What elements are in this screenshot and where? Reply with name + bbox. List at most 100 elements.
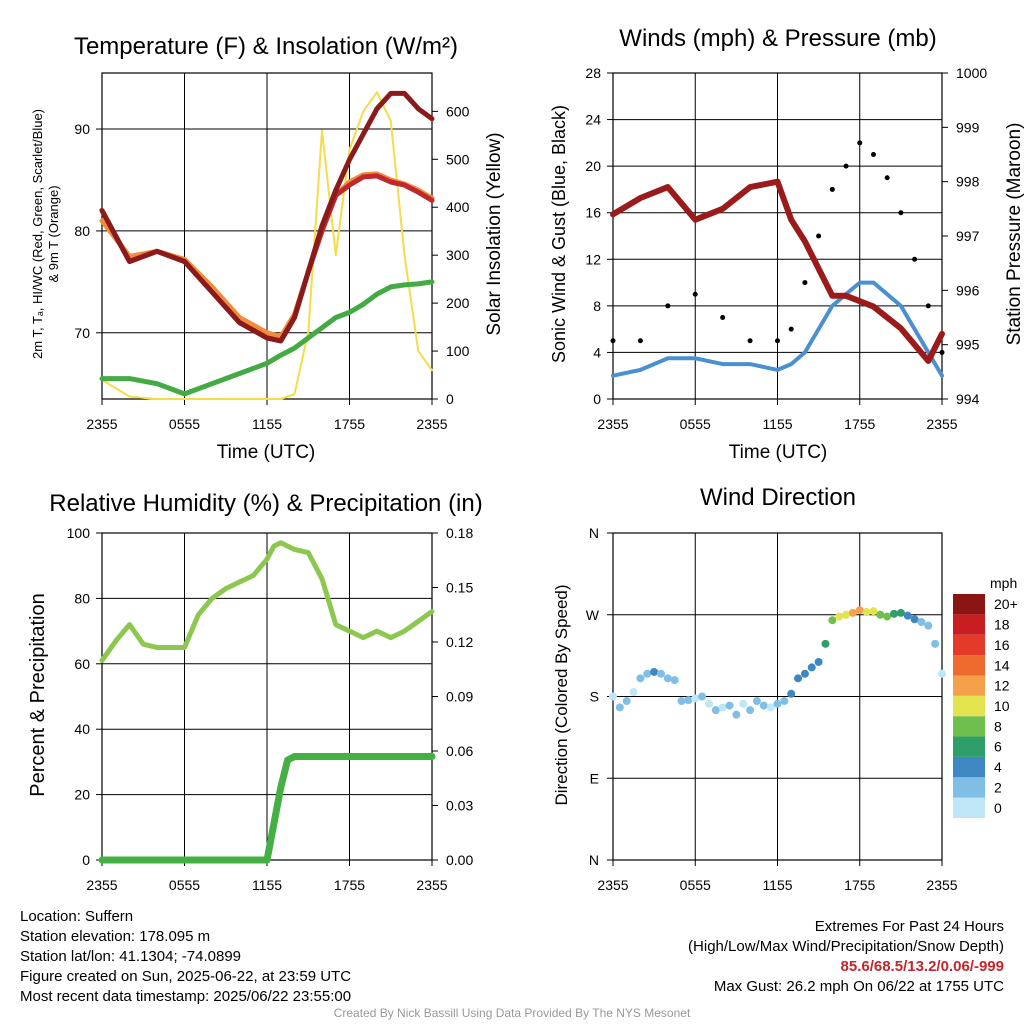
wdir-point [643, 669, 652, 678]
wdir-point [787, 689, 796, 698]
colorbar-swatch [953, 614, 985, 635]
colorbar-label: 12 [994, 678, 1010, 694]
wdir-point [917, 618, 926, 627]
winds-gust-point [884, 175, 890, 181]
max-gust: Max Gust: 26.2 mph On 06/22 at 1755 UTC [713, 978, 1004, 995]
wdir-point [677, 697, 686, 706]
winds-ytick: 20 [585, 158, 601, 174]
winds-gust-point [802, 280, 808, 286]
wdir-ytick: W [586, 607, 600, 623]
temp-ylabel-2: & 9m T (Orange) [46, 185, 61, 282]
rh-title: Relative Humidity (%) & Precipitation (i… [49, 490, 482, 517]
colorbar-label: 0 [994, 800, 1002, 816]
temp-series-hi-wc [99, 90, 435, 344]
winds-xtick: 2355 [926, 416, 957, 432]
winds-gust-point [720, 315, 726, 320]
rh-series-precipitation [98, 753, 436, 864]
wdir-ytick: N [589, 525, 599, 541]
winds-xtick: 1155 [762, 416, 792, 432]
rh-y2tick: 0.18 [446, 525, 473, 541]
temp-title: Temperature (F) & Insolation (W/m²) [74, 33, 458, 60]
winds-gust-point [925, 303, 931, 309]
colorbar-swatch [953, 634, 985, 656]
wdir-point [691, 694, 700, 703]
winds-y2tick: 999 [956, 119, 980, 135]
winds-ytick: 4 [593, 344, 601, 360]
wdir-point [814, 657, 823, 666]
wdir-point [903, 611, 912, 620]
wdir-point [794, 674, 803, 683]
temp-y2tick: 600 [446, 103, 470, 119]
wdir-ytick: S [590, 689, 599, 705]
wdir-point [629, 687, 638, 696]
wdir-point [835, 612, 844, 621]
rh-series-relative-humidity [99, 540, 435, 663]
winds-gust-point [843, 163, 849, 169]
wdir-point [883, 612, 892, 621]
colorbar-swatch [953, 797, 985, 818]
rh-xtick: 2355 [86, 877, 117, 893]
winds-gust-point [939, 349, 945, 355]
winds-gust-point [816, 233, 822, 239]
extremes-subtitle: (High/Low/Max Wind/Precipitation/Snow De… [688, 938, 1004, 955]
winds-xtick: 2355 [597, 416, 628, 432]
extremes-values: 85.6/68.5/13.2/0.06/-999 [840, 958, 1004, 975]
winds-gust-point [747, 338, 753, 344]
winds-xtick: 1755 [844, 416, 875, 432]
temp-ylabel-right: Solar Insolation (Yellow) [484, 132, 505, 335]
winds-ytick: 24 [585, 112, 601, 128]
extremes-info: Extremes For Past 24 Hours (High/Low/Max… [688, 917, 1004, 997]
wdir-title: Wind Direction [700, 484, 856, 511]
wdir-point [711, 706, 720, 715]
wdir-xtick: 1155 [762, 877, 792, 893]
wdir-point [752, 697, 761, 706]
temp-y2tick: 300 [446, 247, 470, 263]
station-info: Location: Suffern Station elevation: 178… [20, 907, 351, 1007]
temp-xtick: 0555 [169, 416, 200, 432]
wdir-ylabel-left: Direction (Colored By Speed) [552, 584, 571, 805]
winds-gust-point [788, 326, 794, 332]
wdir-point [609, 692, 617, 701]
temp-xtick: 1155 [252, 416, 282, 432]
wdir-point [698, 692, 707, 701]
winds-gust-point [775, 338, 780, 344]
winds-gust-point [610, 338, 616, 344]
colorbar-label: 10 [994, 698, 1010, 714]
winds-ytick: 28 [585, 65, 601, 81]
wdir-point [869, 607, 878, 616]
info-elevation: Station elevation: 178.095 m [20, 928, 211, 945]
winds-ylabel-left: Sonic Wind & Gust (Blue, Black) [549, 105, 569, 363]
wdir-point [938, 669, 946, 678]
wdir-point [718, 703, 727, 712]
rh-ytick: 0 [82, 852, 90, 868]
temp-xtick: 2355 [86, 416, 117, 432]
wdir-point [636, 674, 645, 683]
wdir-point [725, 701, 734, 710]
wdir-point [910, 615, 919, 624]
temp-ytick: 70 [74, 325, 90, 341]
wdir-point [848, 608, 857, 617]
wdir-point [670, 676, 679, 685]
rh-ytick: 100 [67, 525, 91, 541]
wdir-point [800, 669, 809, 678]
rh-y2tick: 0.03 [446, 798, 473, 814]
wdir-point [766, 703, 775, 712]
temp-y2tick: 0 [446, 391, 454, 407]
rh-xtick: 0555 [169, 877, 200, 893]
wdir-ytick: N [589, 852, 599, 868]
colorbar-swatch [953, 655, 985, 676]
rh-y2tick: 0.00 [446, 852, 473, 868]
wdir-point [931, 639, 940, 648]
winds-y2tick: 1000 [956, 65, 987, 81]
winds-gust-point [898, 210, 904, 216]
rh-xtick: 1755 [334, 877, 365, 893]
temp-ytick: 90 [74, 121, 90, 137]
wdir-point [828, 616, 837, 625]
winds-series-sonic-wind [611, 280, 944, 378]
wdir-point [780, 697, 789, 706]
rh-y2tick: 0.15 [446, 580, 473, 596]
temp-ylabel-1: 2m T, Tₐ, HI/WC (Red, Green, Scarlet/Blu… [30, 109, 45, 359]
wdir-point [821, 639, 830, 648]
winds-gust-point [829, 186, 835, 192]
winds-ylabel-right: Station Pressure (Maroon) [1004, 123, 1024, 346]
